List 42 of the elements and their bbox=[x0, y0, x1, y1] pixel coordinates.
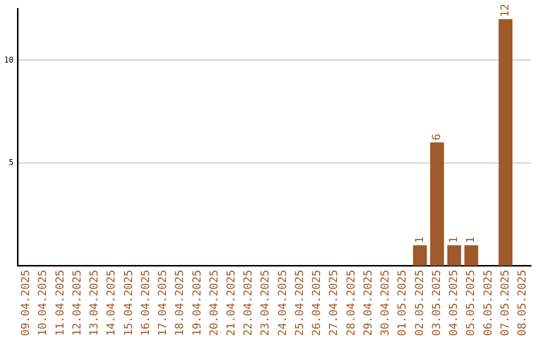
x-tick-label: 30.04.2025 bbox=[378, 270, 392, 336]
x-tick-label: 15.04.2025 bbox=[122, 270, 135, 336]
bar bbox=[464, 245, 478, 266]
x-tick-label: 19.04.2025 bbox=[190, 270, 204, 336]
x-tick-label: 08.05.2025 bbox=[516, 270, 529, 336]
x-tick-label: 02.05.2025 bbox=[412, 270, 426, 336]
x-tick-label: 24.04.2025 bbox=[276, 270, 289, 336]
x-tick-label: 11.04.2025 bbox=[53, 270, 66, 336]
x-tick-label: 28.04.2025 bbox=[344, 270, 358, 336]
bar bbox=[430, 142, 444, 266]
x-tick-label: 06.05.2025 bbox=[481, 270, 494, 336]
x-tick-label: 25.04.2025 bbox=[292, 270, 306, 336]
x-tick-label: 10.04.2025 bbox=[36, 270, 50, 336]
y-tick-label: 5 bbox=[8, 158, 14, 168]
x-tick-label: 27.04.2025 bbox=[327, 270, 340, 336]
x-tick-label: 13.04.2025 bbox=[88, 270, 101, 336]
x-tick-label: 21.04.2025 bbox=[224, 270, 238, 336]
data-label: 1 bbox=[464, 236, 478, 244]
data-label: 1 bbox=[412, 236, 426, 244]
x-tick-label: 09.04.2025 bbox=[19, 270, 32, 336]
data-label: 6 bbox=[430, 134, 443, 140]
data-label: 12 bbox=[498, 4, 512, 18]
x-tick-label: 12.04.2025 bbox=[70, 270, 84, 336]
x-tick-label: 14.04.2025 bbox=[104, 270, 118, 336]
x-tick-label: 07.05.2025 bbox=[498, 270, 512, 336]
x-tick-label: 22.04.2025 bbox=[242, 270, 255, 336]
x-tick-label: 17.04.2025 bbox=[156, 270, 170, 336]
x-tick-label: 23.04.2025 bbox=[258, 270, 272, 336]
x-tick-label: 29.04.2025 bbox=[361, 270, 374, 336]
x-tick-label: 05.05.2025 bbox=[464, 270, 478, 336]
bar bbox=[413, 245, 427, 266]
bar bbox=[498, 19, 512, 266]
x-tick-label: 01.05.2025 bbox=[396, 270, 409, 336]
y-tick-label: 10 bbox=[4, 55, 14, 64]
x-tick-label: 03.05.2025 bbox=[430, 270, 443, 336]
bar bbox=[447, 245, 462, 266]
x-tick-label: 18.04.2025 bbox=[173, 270, 186, 336]
x-tick-label: 16.04.2025 bbox=[138, 270, 152, 336]
x-tick-label: 26.04.2025 bbox=[310, 270, 324, 336]
x-tick-label: 20.04.2025 bbox=[207, 270, 220, 336]
data-label: 1 bbox=[447, 236, 460, 244]
x-tick-label: 04.05.2025 bbox=[447, 270, 460, 336]
